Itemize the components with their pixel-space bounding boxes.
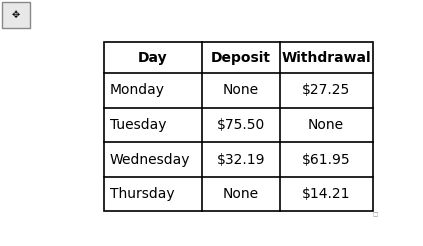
Text: None: None: [223, 187, 259, 201]
Text: □: □: [373, 212, 378, 217]
Text: $32.19: $32.19: [217, 153, 265, 167]
Text: Day: Day: [138, 50, 168, 64]
Text: None: None: [223, 83, 259, 97]
Text: Thursday: Thursday: [110, 187, 174, 201]
Text: Tuesday: Tuesday: [110, 118, 166, 132]
Text: Deposit: Deposit: [211, 50, 271, 64]
Text: $27.25: $27.25: [302, 83, 350, 97]
Text: Wednesday: Wednesday: [110, 153, 190, 167]
Text: Withdrawal: Withdrawal: [281, 50, 371, 64]
Text: Monday: Monday: [110, 83, 165, 97]
FancyBboxPatch shape: [2, 2, 30, 28]
Text: $61.95: $61.95: [302, 153, 350, 167]
Text: $14.21: $14.21: [302, 187, 350, 201]
Text: $75.50: $75.50: [217, 118, 265, 132]
Text: ✥: ✥: [12, 10, 20, 20]
Text: None: None: [308, 118, 344, 132]
Bar: [104, 42, 373, 211]
